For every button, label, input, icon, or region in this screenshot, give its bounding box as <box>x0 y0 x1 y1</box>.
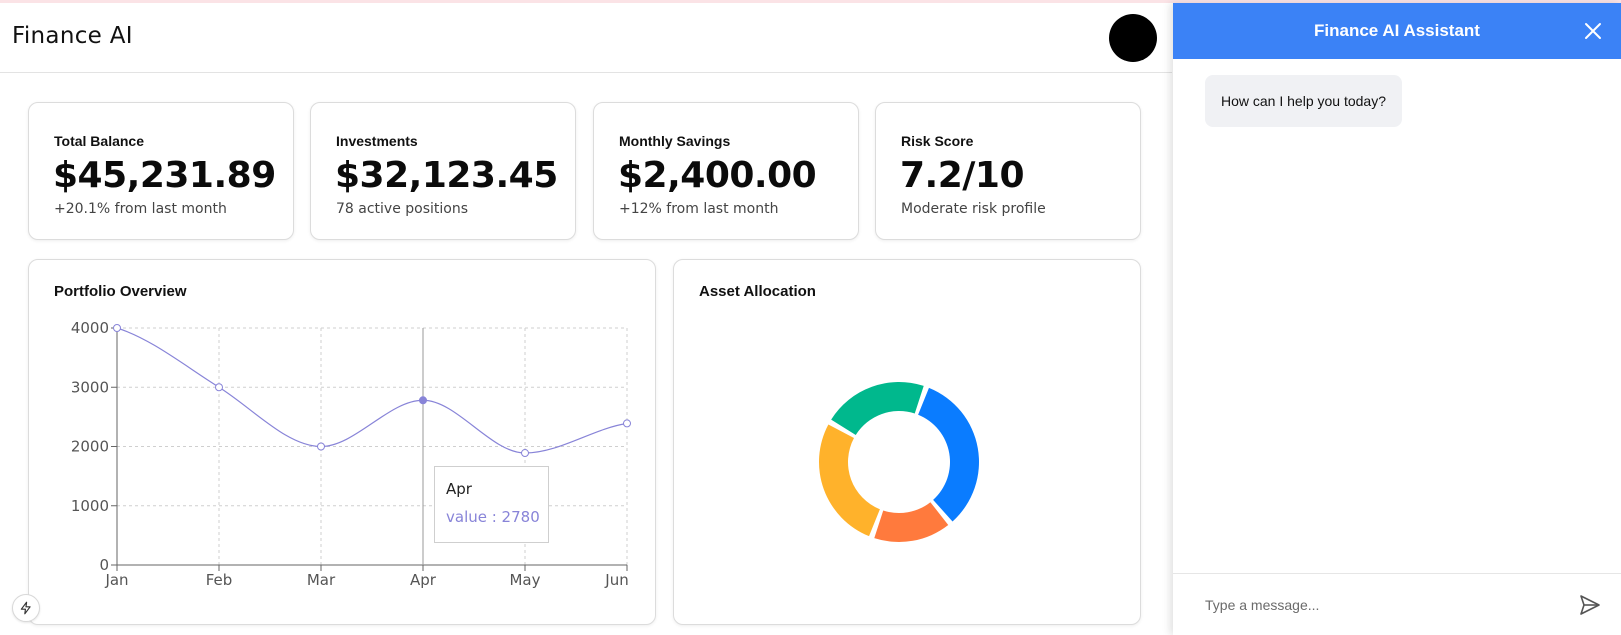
stat-subtext: 78 active positions <box>336 201 469 217</box>
pie-slice <box>831 381 924 435</box>
card-title: Asset Allocation <box>699 283 816 300</box>
asset-allocation-donut[interactable] <box>0 0 1172 635</box>
stat-label: Investments <box>336 133 418 149</box>
x-tick-label: Mar <box>307 571 336 589</box>
pie-slice <box>874 502 949 543</box>
stat-card-investments: Investments $32,123.45 78 active positio… <box>310 102 576 240</box>
tooltip-label: Apr <box>446 480 472 498</box>
assistant-panel: Finance AI Assistant How can I help you … <box>1173 3 1621 635</box>
x-tick-label: Jan <box>104 571 128 589</box>
app-title: Finance AI <box>12 23 133 49</box>
message-composer <box>1173 573 1621 635</box>
close-icon <box>1585 23 1601 39</box>
bolt-icon <box>20 601 31 615</box>
y-tick-label: 4000 <box>71 319 109 337</box>
assistant-title: Finance AI Assistant <box>1314 21 1480 40</box>
app-header: Finance AI <box>0 3 1172 73</box>
data-point-active <box>419 396 427 405</box>
x-tick-label: Apr <box>410 571 437 589</box>
bolt-button[interactable] <box>12 594 40 622</box>
assistant-header: Finance AI Assistant <box>1173 3 1621 59</box>
x-tick-label: May <box>509 571 540 589</box>
portfolio-line-chart[interactable]: 0 1000 2000 3000 4000 Jan Feb Mar Apr May Jun <box>0 0 1172 635</box>
stat-card-total-balance: Total Balance $45,231.89 +20.1% from las… <box>28 102 294 240</box>
assistant-message: How can I help you today? <box>1205 75 1402 127</box>
dashboard-main: Finance AI <box>0 3 1172 635</box>
stat-subtext: Moderate risk profile <box>901 201 1046 217</box>
stat-card-monthly-savings: Monthly Savings $2,400.00 +12% from last… <box>593 102 859 240</box>
asset-allocation-card: Asset Allocation <box>673 259 1141 625</box>
stat-label: Risk Score <box>901 133 974 149</box>
y-tick-label: 0 <box>99 556 109 574</box>
message-input[interactable] <box>1205 592 1545 618</box>
data-point <box>521 449 529 458</box>
data-point <box>623 419 631 428</box>
close-button[interactable] <box>1583 21 1603 41</box>
stat-subtext: +12% from last month <box>619 201 779 217</box>
stat-label: Total Balance <box>54 133 144 149</box>
data-point <box>113 324 121 332</box>
chart-tooltip: Apr value : 2780 <box>434 466 549 543</box>
x-tick-label: Jun <box>604 571 628 589</box>
avatar[interactable] <box>1109 14 1157 62</box>
tooltip-value: value : 2780 <box>446 508 540 526</box>
x-tick-label: Feb <box>206 571 233 589</box>
pie-slice <box>918 387 980 522</box>
card-title: Portfolio Overview <box>54 283 187 300</box>
y-tick-label: 2000 <box>71 438 109 456</box>
series-line <box>116 327 628 454</box>
pie-slice <box>819 424 880 537</box>
stat-subtext: +20.1% from last month <box>54 201 227 217</box>
stat-value: $45,231.89 <box>53 155 276 196</box>
stat-value: 7.2/10 <box>900 155 1025 196</box>
send-button[interactable] <box>1578 593 1602 617</box>
top-accent-line <box>0 0 1621 3</box>
stat-value: $2,400.00 <box>618 155 817 196</box>
y-tick-label: 1000 <box>71 497 109 515</box>
stat-value: $32,123.45 <box>335 155 558 196</box>
data-point <box>215 383 223 392</box>
stat-card-risk-score: Risk Score 7.2/10 Moderate risk profile <box>875 102 1141 240</box>
stat-label: Monthly Savings <box>619 133 731 149</box>
y-tick-label: 3000 <box>71 378 109 396</box>
data-point <box>317 442 325 451</box>
send-icon <box>1580 595 1600 615</box>
